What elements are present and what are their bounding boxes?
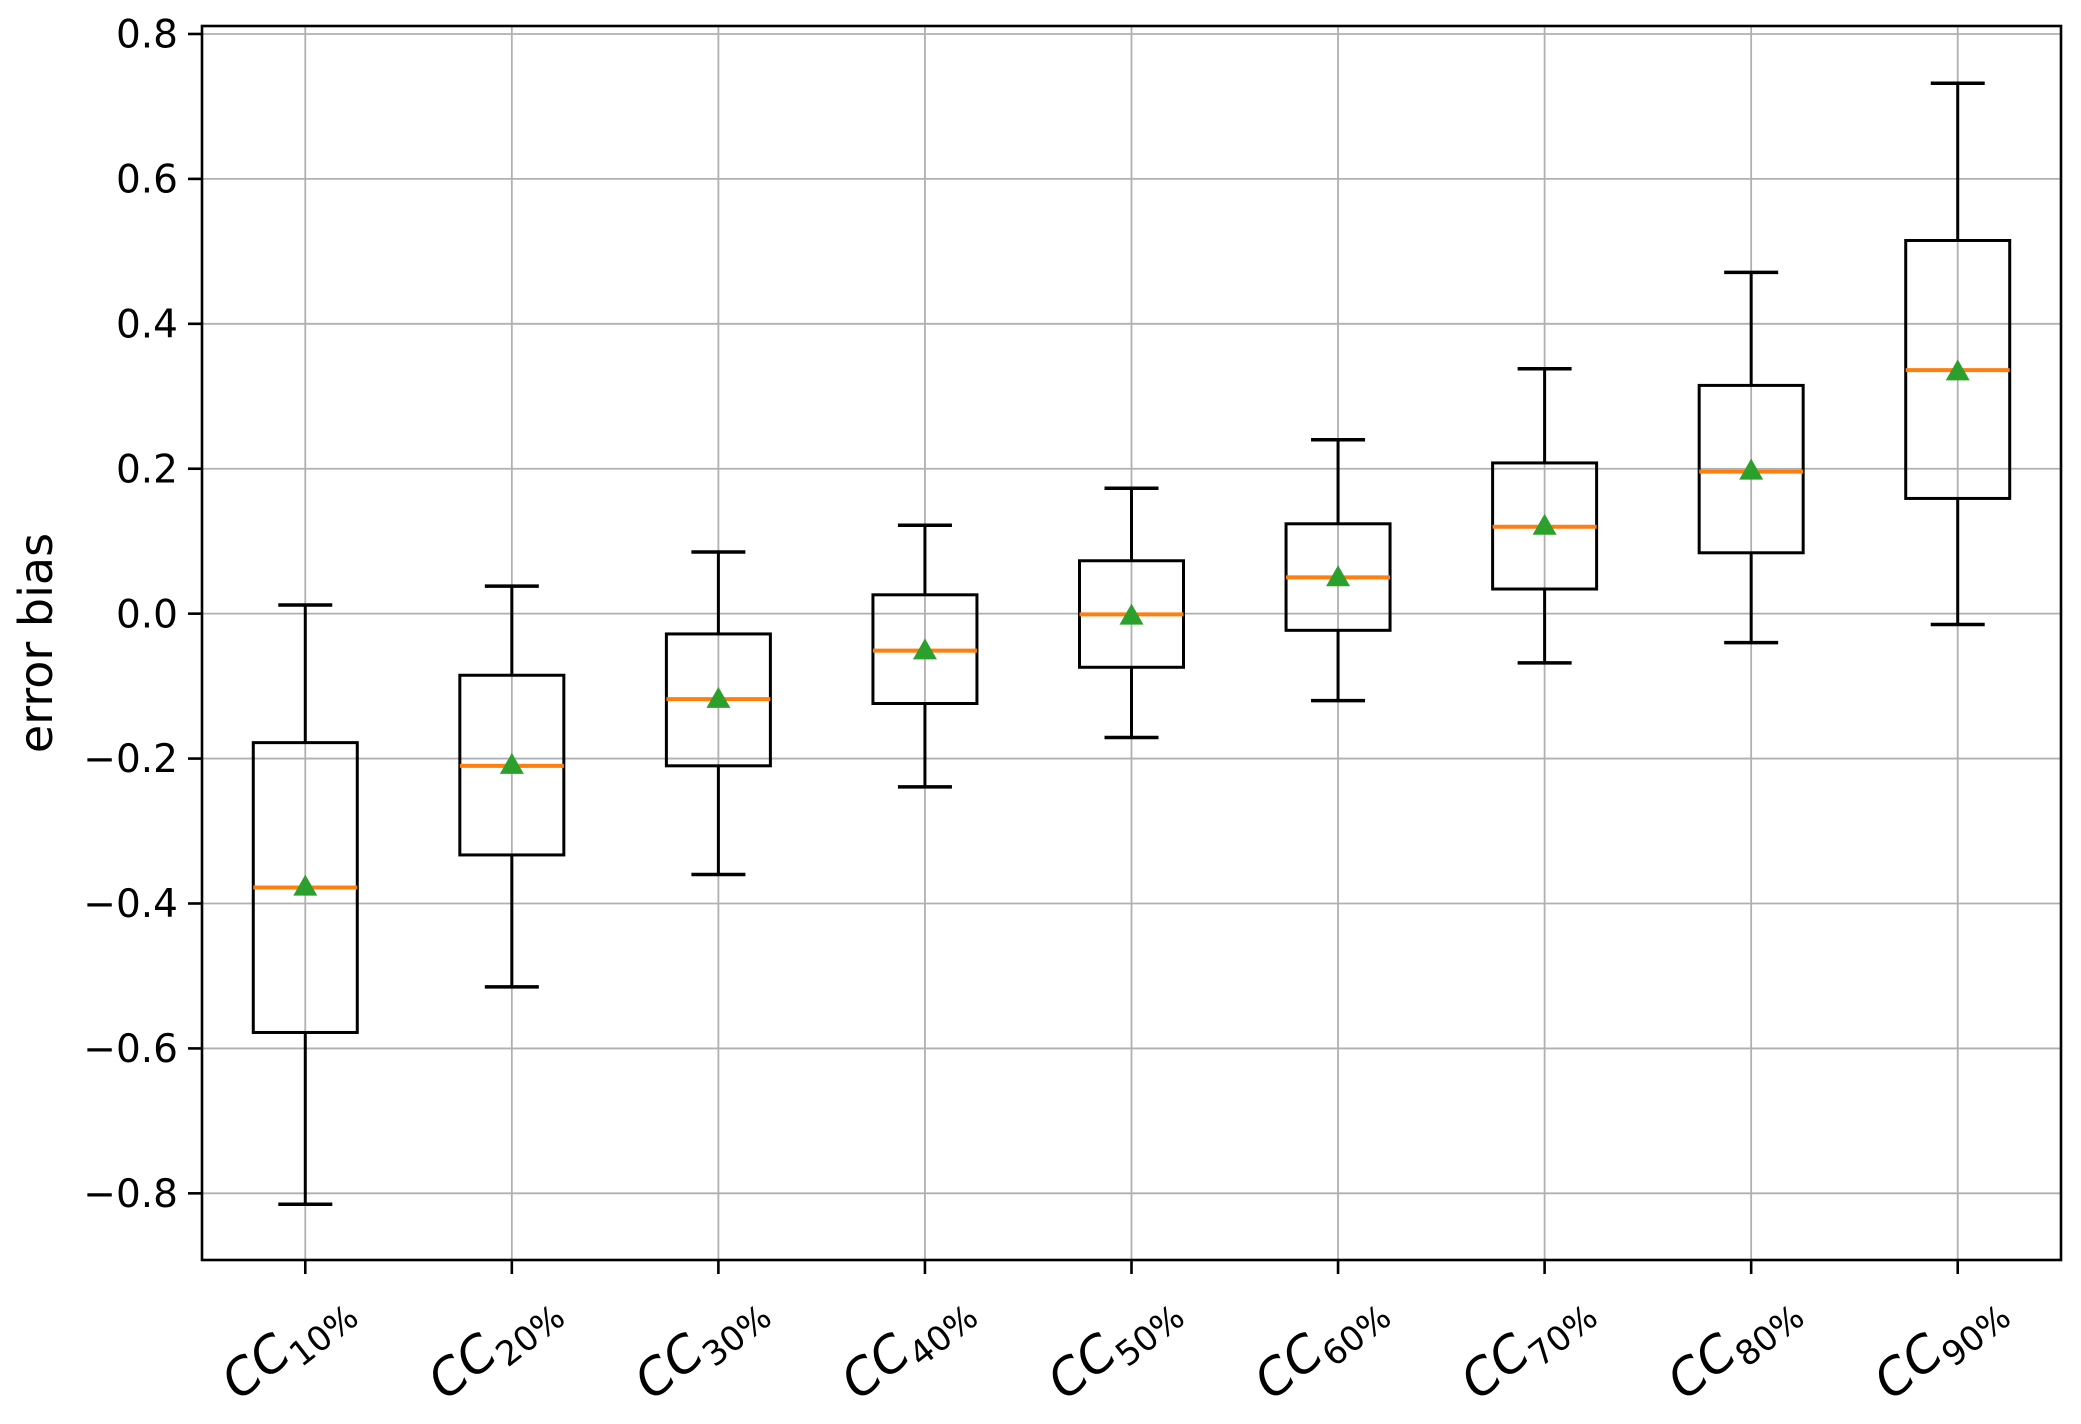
x-tick-label: CC10% [210,1276,366,1418]
mean-marker [706,686,731,708]
x-tick-label: CC60% [1243,1276,1399,1418]
mean-marker [1326,565,1351,587]
box-group-cc20 [458,584,566,989]
x-tick-label: CC50% [1037,1276,1193,1418]
x-tick-label: CC40% [830,1276,986,1418]
axes-layer: 0.8 0.6 0.4 0.2 0.0 −0.2 −0.4 −0.6 −0.8 CC10% CC20… [83,13,2063,1418]
y-tick-label: 0.2 [116,447,178,492]
y-tick-label: 0.4 [116,302,178,347]
y-tick-label: −0.2 [83,737,178,782]
x-tick-label: CC30% [623,1276,779,1418]
x-tick-label: CC90% [1863,1276,2019,1418]
box-group-cc50 [1078,486,1185,740]
mean-marker [1945,359,1970,381]
y-tick-label: −0.8 [83,1172,178,1217]
grid-layer [202,26,2061,1260]
y-axis-label: error bias [9,533,63,753]
box-group-cc60 [1284,437,1392,703]
mean-marker [912,638,937,660]
iqr-box [1697,383,1805,555]
y-tick-label: 0.8 [116,13,178,58]
boxes-layer [251,81,2012,1206]
x-tick-label: CC20% [417,1276,573,1418]
mean-marker [293,874,318,896]
mean-marker [1532,513,1557,535]
y-tick-label: 0.6 [116,158,178,203]
mean-marker [1119,603,1144,625]
y-tick-label: −0.6 [83,1027,178,1072]
box-group-cc90 [1904,81,2012,627]
box-group-cc80 [1697,270,1805,645]
box-group-cc40 [871,523,979,789]
mean-marker [1739,458,1764,480]
mean-marker [499,752,524,774]
x-tick-label: CC70% [1450,1276,1606,1418]
y-tick-label: −0.4 [83,882,178,927]
box-group-cc70 [1491,366,1599,665]
y-tick-label: 0.0 [116,592,178,637]
box-group-cc10 [251,603,359,1206]
box-group-cc30 [664,550,772,877]
x-tick-label: CC80% [1656,1276,1812,1418]
